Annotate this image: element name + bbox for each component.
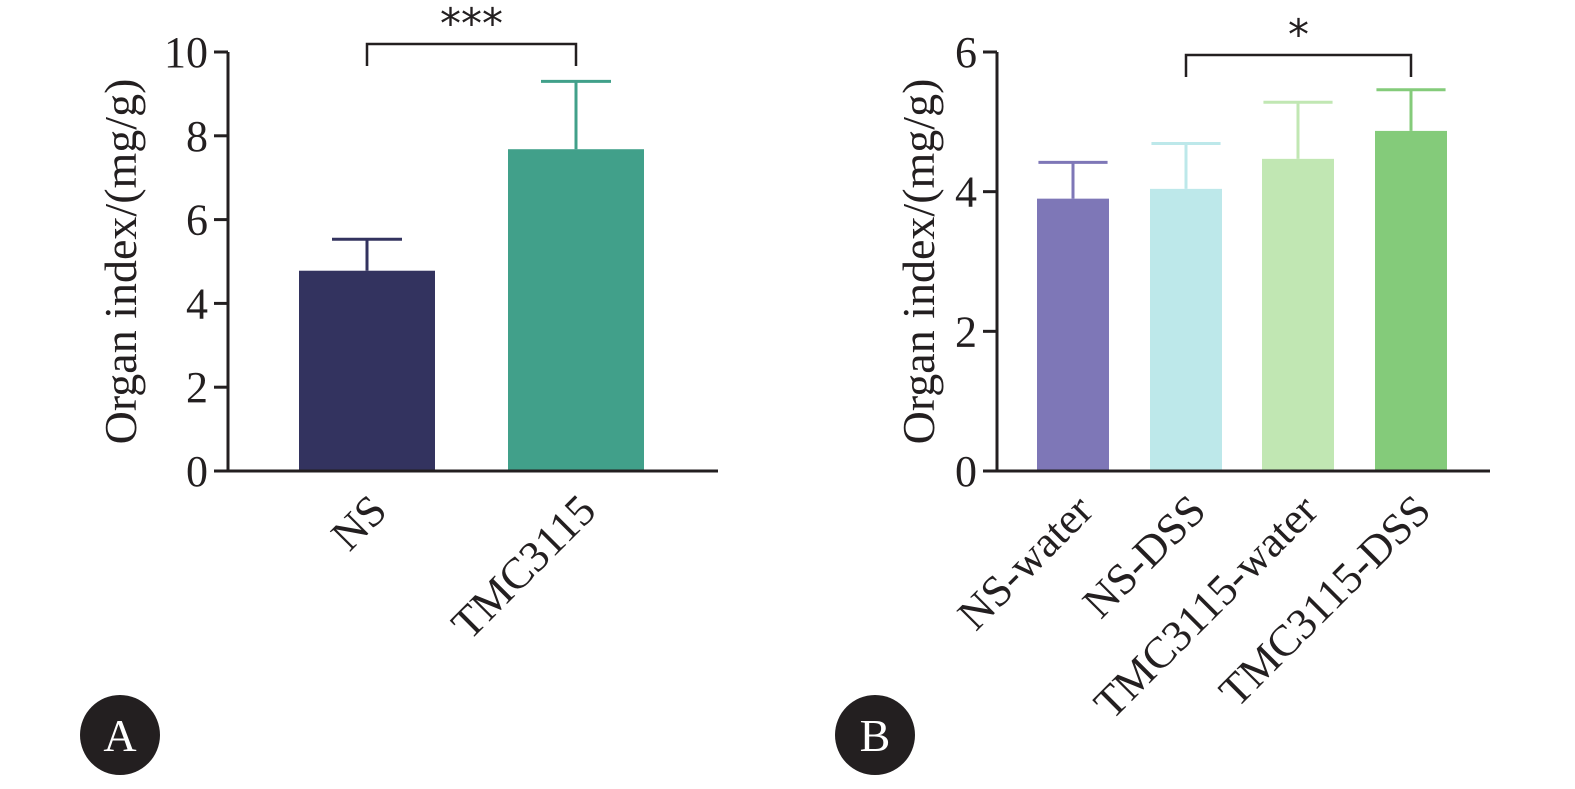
y-tick-label: 2: [186, 363, 208, 412]
significance-bracket: [1184, 53, 1413, 77]
bar: [1375, 130, 1447, 470]
panel-badge: [80, 695, 160, 775]
x-category-label: NS-water: [948, 485, 1102, 639]
y-tick-label: 8: [186, 112, 208, 161]
panel-badge-label: B: [860, 710, 891, 761]
y-tick-label: 10: [164, 28, 208, 77]
y-tick-label: 2: [955, 307, 977, 356]
significance-label: *: [1288, 10, 1309, 59]
panel-a-chart: 0 2 4 6 8 10 Organ index/(mg/g) NS TMC3115 *** A: [80, 0, 718, 775]
y-tick-label: 6: [955, 28, 977, 77]
bar: [1262, 158, 1334, 470]
bar: [1150, 188, 1222, 470]
panel-badge: [835, 695, 915, 775]
panel-badge-label: A: [103, 710, 136, 761]
bar: [299, 270, 435, 470]
bar: [508, 149, 644, 470]
y-tick-label: 4: [955, 168, 977, 217]
x-category-label: TMC3115: [442, 485, 605, 648]
y-axis-title: Organ index/(mg/g): [95, 79, 146, 445]
y-axis-title: Organ index/(mg/g): [893, 79, 944, 445]
y-tick-label: 6: [186, 196, 208, 245]
significance-bracket: [365, 42, 578, 66]
x-category-label: NS: [322, 485, 396, 559]
significance-label: ***: [440, 0, 503, 48]
y-tick-label: 4: [186, 279, 208, 328]
bar: [1037, 198, 1109, 470]
y-tick-label: 0: [186, 447, 208, 496]
y-tick-label: 0: [955, 447, 977, 496]
